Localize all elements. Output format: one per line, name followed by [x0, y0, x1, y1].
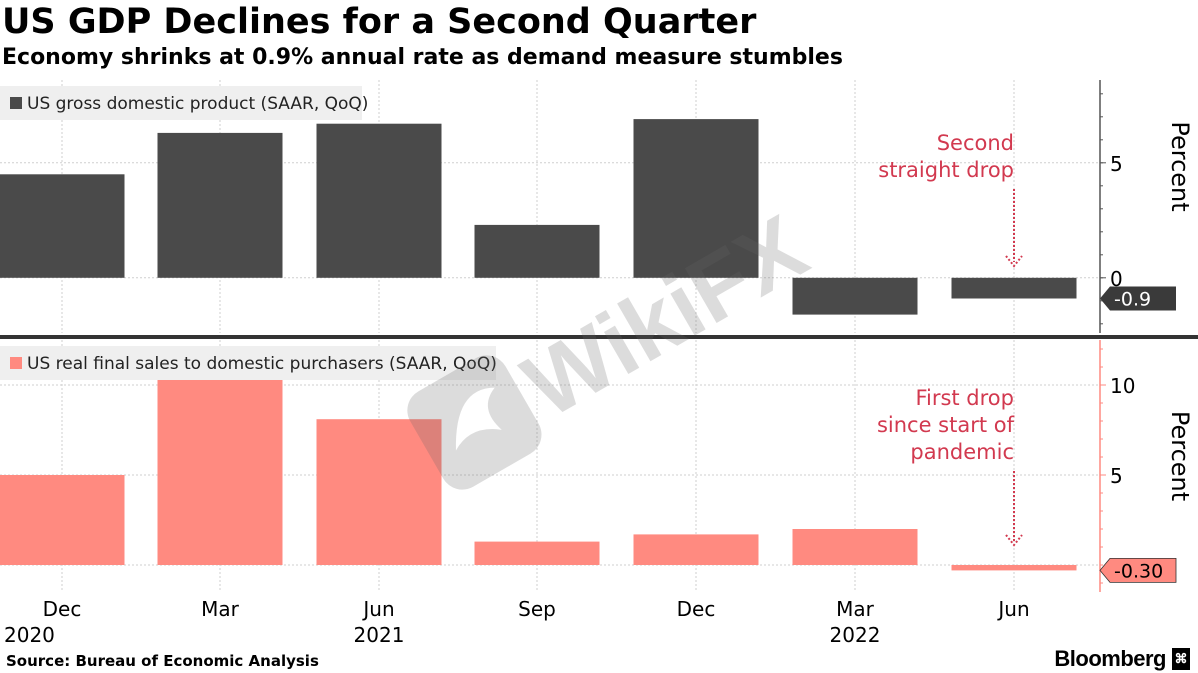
gdp-bar-3: [474, 224, 600, 278]
x-tick-label: Sep: [518, 597, 556, 621]
gdp-legend-bg: [0, 86, 362, 120]
gdp-legend-label: US gross domestic product (SAAR, QoQ): [27, 94, 368, 114]
sales-annotation-line: First drop: [915, 386, 1014, 410]
gdp-last-value-label: -0.9: [1114, 289, 1151, 311]
sales-bar-3: [474, 541, 600, 565]
gdp-annotation-arrowhead: [1005, 255, 1023, 268]
x-tick-label: Dec: [677, 597, 716, 621]
x-tick-label: Jun: [996, 597, 1029, 621]
sales-bar-5: [792, 529, 918, 565]
source-note: Source: Bureau of Economic Analysis: [6, 652, 319, 670]
gdp-bar-0: [0, 174, 125, 278]
x-year-label: 2020: [4, 623, 55, 647]
gdp-last-value-tag: [1100, 286, 1176, 311]
chart-title: US GDP Declines for a Second Quarter: [2, 2, 757, 42]
sales-ytick-label: 5: [1110, 464, 1123, 488]
x-year-label: 2022: [830, 623, 881, 647]
bloomberg-logo: Bloomberg: [1054, 646, 1166, 671]
gdp-legend-swatch: [10, 97, 22, 109]
sales-legend-swatch: [10, 357, 22, 369]
gdp-ytick-label: 5: [1110, 152, 1123, 176]
sales-legend-bg: [0, 346, 496, 380]
gdp-bar-2: [316, 123, 442, 278]
sales-last-value-tag: [1099, 558, 1177, 583]
sales-bar-4: [633, 534, 759, 565]
sales-ylabel: Percent: [1166, 411, 1194, 501]
x-tick-label: Mar: [201, 597, 240, 621]
sales-annotation-arrowhead: [1005, 534, 1023, 547]
sales-annotation-line: since start of: [877, 413, 1015, 437]
sales-last-value-label: -0.30: [1114, 560, 1163, 582]
gdp-bar-1: [157, 132, 283, 278]
chart-subtitle: Economy shrinks at 0.9% annual rate as d…: [2, 45, 843, 70]
gdp-ylabel: Percent: [1166, 121, 1194, 211]
gdp-bar-5: [792, 277, 918, 315]
sales-legend-label: US real final sales to domestic purchase…: [27, 354, 497, 374]
x-tick-label: Mar: [836, 597, 875, 621]
sales-bar-2: [316, 419, 442, 565]
sales-bar-6: [951, 565, 1077, 571]
x-tick-label: Dec: [43, 597, 82, 621]
gdp-annotation-line: Second: [937, 131, 1014, 155]
x-year-label: 2021: [354, 623, 405, 647]
sales-bar-0: [0, 475, 125, 565]
x-tick-label: Jun: [361, 597, 394, 621]
bloomberg-terminal-icon: ⌘: [1172, 648, 1190, 670]
sales-annotation-line: pandemic: [910, 440, 1014, 464]
sales-ytick-label: 10: [1110, 374, 1135, 398]
gdp-bar-6: [951, 277, 1077, 299]
sales-bar-1: [157, 377, 283, 565]
gdp-bar-4: [633, 119, 759, 278]
gdp-annotation-line: straight drop: [878, 158, 1014, 182]
gdp-ytick-label: 0: [1110, 267, 1123, 291]
